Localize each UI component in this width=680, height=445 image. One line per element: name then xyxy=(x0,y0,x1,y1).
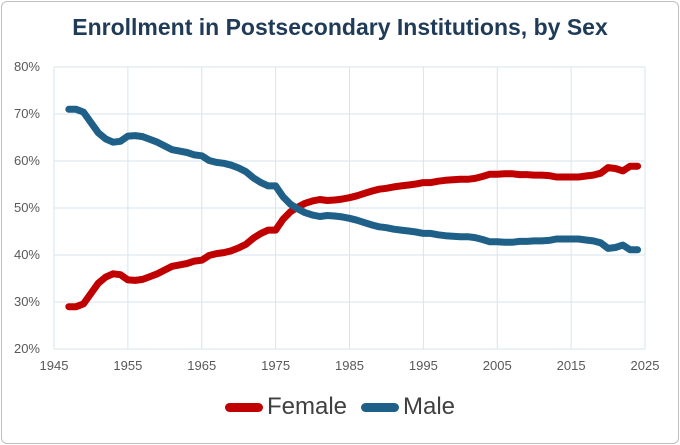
legend-item-female: Female xyxy=(224,393,347,421)
y-tick-label: 60% xyxy=(14,153,40,168)
legend-label-male: Male xyxy=(403,393,456,420)
chart-legend: Female Male xyxy=(0,393,680,421)
x-tick-label: 1955 xyxy=(113,358,142,373)
x-tick-label: 1945 xyxy=(40,358,69,373)
chart-title: Enrollment in Postsecondary Institutions… xyxy=(72,14,608,40)
legend-swatch-female xyxy=(224,402,263,412)
series-line-female xyxy=(65,162,642,311)
x-tick-label: 2025 xyxy=(631,358,660,373)
legend-swatch-male xyxy=(361,402,399,412)
legend-item-male: Male xyxy=(361,393,455,421)
x-tick-label: 2005 xyxy=(483,358,512,373)
y-tick-label: 40% xyxy=(14,247,40,262)
x-tick-label: 1995 xyxy=(409,358,438,373)
y-tick-label: 20% xyxy=(14,341,40,356)
y-tick-label: 50% xyxy=(14,200,40,215)
y-tick-label: 30% xyxy=(14,294,40,309)
y-tick-label: 70% xyxy=(14,106,40,121)
x-tick-label: 1965 xyxy=(187,358,216,373)
y-tick-label: 80% xyxy=(14,59,40,74)
legend-label-female: Female xyxy=(266,393,347,420)
x-tick-label: 1985 xyxy=(335,358,364,373)
x-tick-label: 1975 xyxy=(261,358,290,373)
x-tick-label: 2015 xyxy=(557,358,586,373)
series-line-male xyxy=(65,105,642,254)
